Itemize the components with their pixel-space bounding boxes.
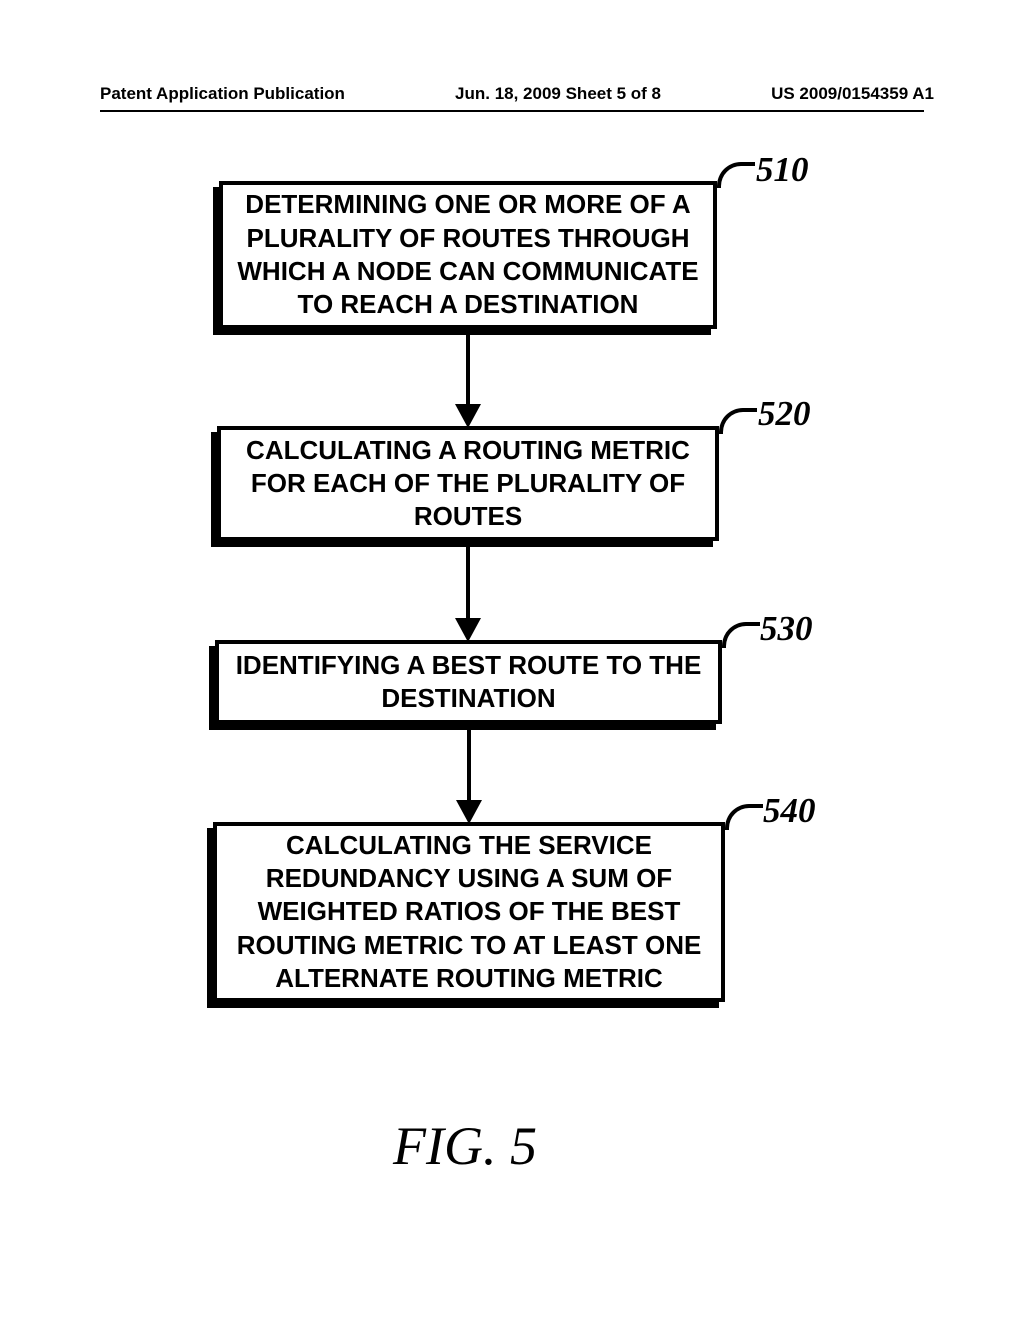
label-hook: [722, 622, 760, 648]
label-hook: [719, 408, 757, 434]
node-label-540: 540: [763, 791, 816, 831]
flowchart-node-530: IDENTIFYING A BEST ROUTE TO THE DESTINAT…: [215, 640, 722, 724]
arrow-line: [466, 335, 470, 406]
header-left: Patent Application Publication: [100, 84, 345, 104]
header-rule: [100, 110, 924, 112]
flowchart-box: CALCULATING THE SERVICE REDUNDANCY USING…: [213, 822, 725, 1002]
flowchart-box: DETERMINING ONE OR MORE OF A PLURALITY O…: [219, 181, 717, 329]
flowchart-node-520: CALCULATING A ROUTING METRIC FOR EACH OF…: [217, 426, 719, 541]
flowchart-diagram: DETERMINING ONE OR MORE OF A PLURALITY O…: [0, 150, 1024, 1200]
header-right: US 2009/0154359 A1: [771, 84, 934, 104]
flowchart-node-510: DETERMINING ONE OR MORE OF A PLURALITY O…: [219, 181, 717, 329]
label-hook: [717, 162, 755, 188]
arrow-head-icon: [455, 404, 481, 428]
flowchart-box: CALCULATING A ROUTING METRIC FOR EACH OF…: [217, 426, 719, 541]
label-hook: [725, 804, 763, 830]
arrow-head-icon: [455, 618, 481, 642]
node-label-530: 530: [760, 609, 813, 649]
header-center: Jun. 18, 2009 Sheet 5 of 8: [455, 84, 661, 104]
node-label-510: 510: [756, 150, 809, 190]
arrow-head-icon: [456, 800, 482, 824]
figure-caption: FIG. 5: [393, 1115, 537, 1177]
page-header: Patent Application Publication Jun. 18, …: [0, 84, 1024, 104]
arrow-line: [467, 730, 471, 802]
arrow-line: [466, 547, 470, 620]
node-label-520: 520: [758, 394, 811, 434]
flowchart-node-540: CALCULATING THE SERVICE REDUNDANCY USING…: [213, 822, 725, 1002]
flowchart-box: IDENTIFYING A BEST ROUTE TO THE DESTINAT…: [215, 640, 722, 724]
